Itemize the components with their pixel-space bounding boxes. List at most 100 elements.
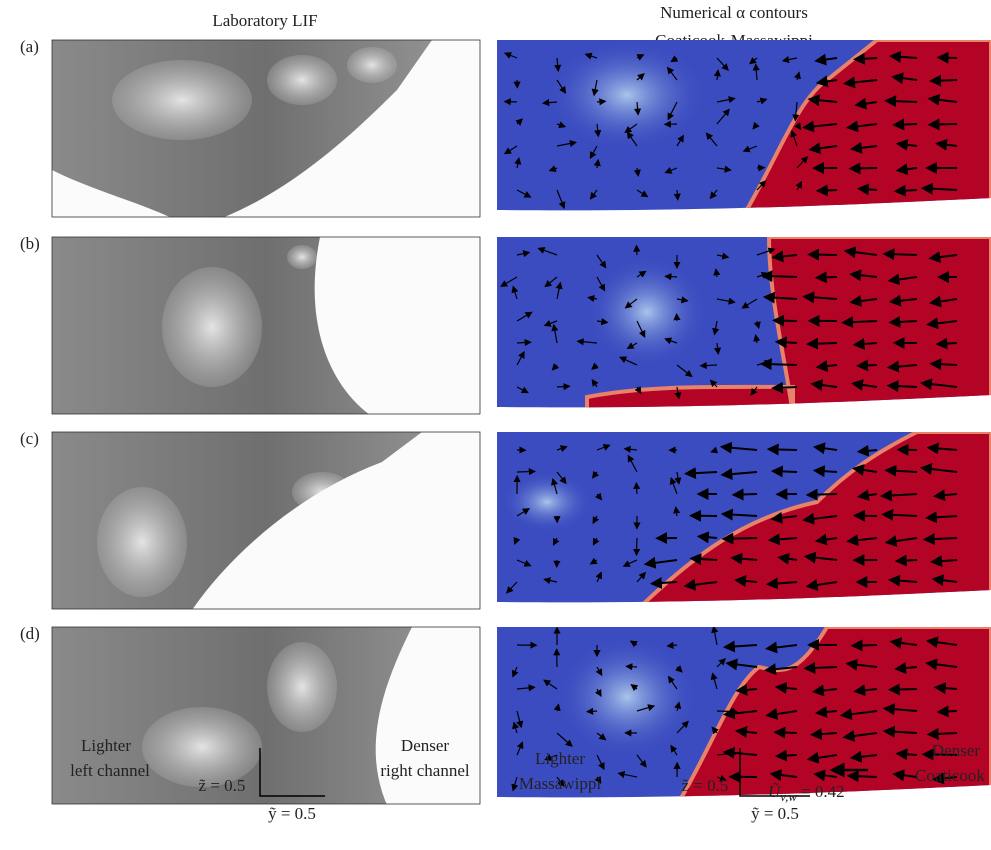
velocity-vector xyxy=(895,138,918,151)
velocity-vector xyxy=(792,101,800,122)
velocity-vector xyxy=(805,578,838,591)
velocity-vector xyxy=(596,754,605,771)
velocity-vector xyxy=(544,276,558,288)
velocity-vector xyxy=(849,269,878,282)
velocity-vector xyxy=(516,189,532,198)
velocity-vector xyxy=(851,464,878,476)
velocity-vector xyxy=(513,536,521,545)
velocity-vector xyxy=(853,684,878,697)
lif-image xyxy=(52,432,480,609)
velocity-vector xyxy=(587,294,598,303)
velocity-vector xyxy=(676,134,685,147)
velocity-vector xyxy=(626,131,638,147)
lif-image xyxy=(52,40,480,217)
velocity-vector xyxy=(769,769,798,782)
contour-mixing xyxy=(547,40,707,150)
velocity-vector xyxy=(882,248,918,261)
velocity-vector xyxy=(689,553,718,566)
velocity-vector xyxy=(765,577,798,590)
lif-frame xyxy=(51,626,481,805)
velocity-vector xyxy=(884,95,918,108)
velocity-vector xyxy=(676,296,689,304)
lif-dense-region xyxy=(375,627,480,804)
velocity-vector xyxy=(636,270,647,278)
velocity-vector xyxy=(894,554,918,567)
velocity-vector xyxy=(516,559,532,567)
velocity-vector xyxy=(516,710,524,729)
velocity-vector xyxy=(888,294,918,307)
velocity-vector xyxy=(763,663,798,676)
annotation: Denser xyxy=(401,736,449,755)
velocity-vector xyxy=(852,52,878,65)
velocity-vector xyxy=(516,468,536,476)
velocity-vector xyxy=(753,320,761,330)
velocity-vector xyxy=(722,707,758,720)
velocity-vector xyxy=(894,662,918,675)
velocity-vector xyxy=(919,378,958,391)
velocity-vector xyxy=(760,270,798,283)
velocity-vector xyxy=(812,442,838,455)
lif-dense-region xyxy=(192,432,480,609)
velocity-vector xyxy=(846,120,878,133)
velocity-vector xyxy=(591,362,599,370)
velocity-vector xyxy=(750,386,758,396)
velocity-vector xyxy=(841,316,878,329)
velocity-vector xyxy=(935,337,958,350)
velocity-vector xyxy=(669,477,678,495)
velocity-vector xyxy=(933,682,958,695)
velocity-vector xyxy=(711,726,719,735)
velocity-vector xyxy=(731,488,758,501)
velocity-vector xyxy=(931,574,958,587)
panels: (a) (b) (c) (d) xyxy=(20,37,991,805)
velocity-vector xyxy=(710,446,719,454)
lif-swirl xyxy=(162,267,262,387)
velocity-vector xyxy=(556,776,565,788)
panel-label: (a) xyxy=(20,37,39,56)
velocity-vector xyxy=(796,155,809,169)
velocity-vector xyxy=(636,54,645,61)
velocity-vector xyxy=(891,72,918,85)
velocity-vector xyxy=(664,167,678,174)
velocity-vector xyxy=(636,704,656,712)
scale-label: ỹ = 0.5 xyxy=(751,804,799,823)
velocity-vector xyxy=(589,557,598,565)
velocity-vector xyxy=(889,637,918,649)
velocity-vector xyxy=(516,250,531,258)
velocity-vector xyxy=(815,360,838,372)
velocity-vector xyxy=(667,675,678,690)
velocity-vector xyxy=(719,441,758,454)
velocity-vector xyxy=(931,772,958,785)
velocity-vector xyxy=(683,578,718,591)
velocity-vector xyxy=(895,163,918,176)
velocity-vector xyxy=(633,481,641,495)
velocity-vector xyxy=(765,708,798,720)
velocity-vector xyxy=(856,489,878,502)
velocity-vector xyxy=(556,139,577,148)
velocity-vector xyxy=(842,730,878,742)
velocity-vector xyxy=(512,721,520,734)
velocity-vector xyxy=(734,575,758,587)
velocity-vector xyxy=(928,251,958,264)
velocity-vector xyxy=(591,378,599,388)
velocity-vector xyxy=(713,268,721,278)
velocity-vector xyxy=(710,672,718,690)
velocity-vector xyxy=(556,121,567,129)
velocity-vector xyxy=(810,379,838,392)
velocity-vector xyxy=(516,508,531,517)
velocity-vector xyxy=(716,774,728,782)
velocity-vector xyxy=(929,295,958,308)
velocity-vector xyxy=(592,537,600,546)
lif-swirl xyxy=(287,245,317,269)
velocity-vector xyxy=(500,276,518,287)
velocity-vector xyxy=(881,508,918,521)
lif-swirl xyxy=(267,55,337,105)
scale-bar xyxy=(739,748,810,797)
velocity-vector xyxy=(670,744,678,756)
velocity-vector xyxy=(892,769,918,782)
velocity-vector xyxy=(856,359,878,372)
velocity-vector xyxy=(674,386,682,400)
velocity-vector xyxy=(617,770,638,779)
velocity-subscript: v,w xyxy=(780,789,797,804)
velocity-vector xyxy=(596,732,607,741)
velocity-vector xyxy=(814,533,838,546)
